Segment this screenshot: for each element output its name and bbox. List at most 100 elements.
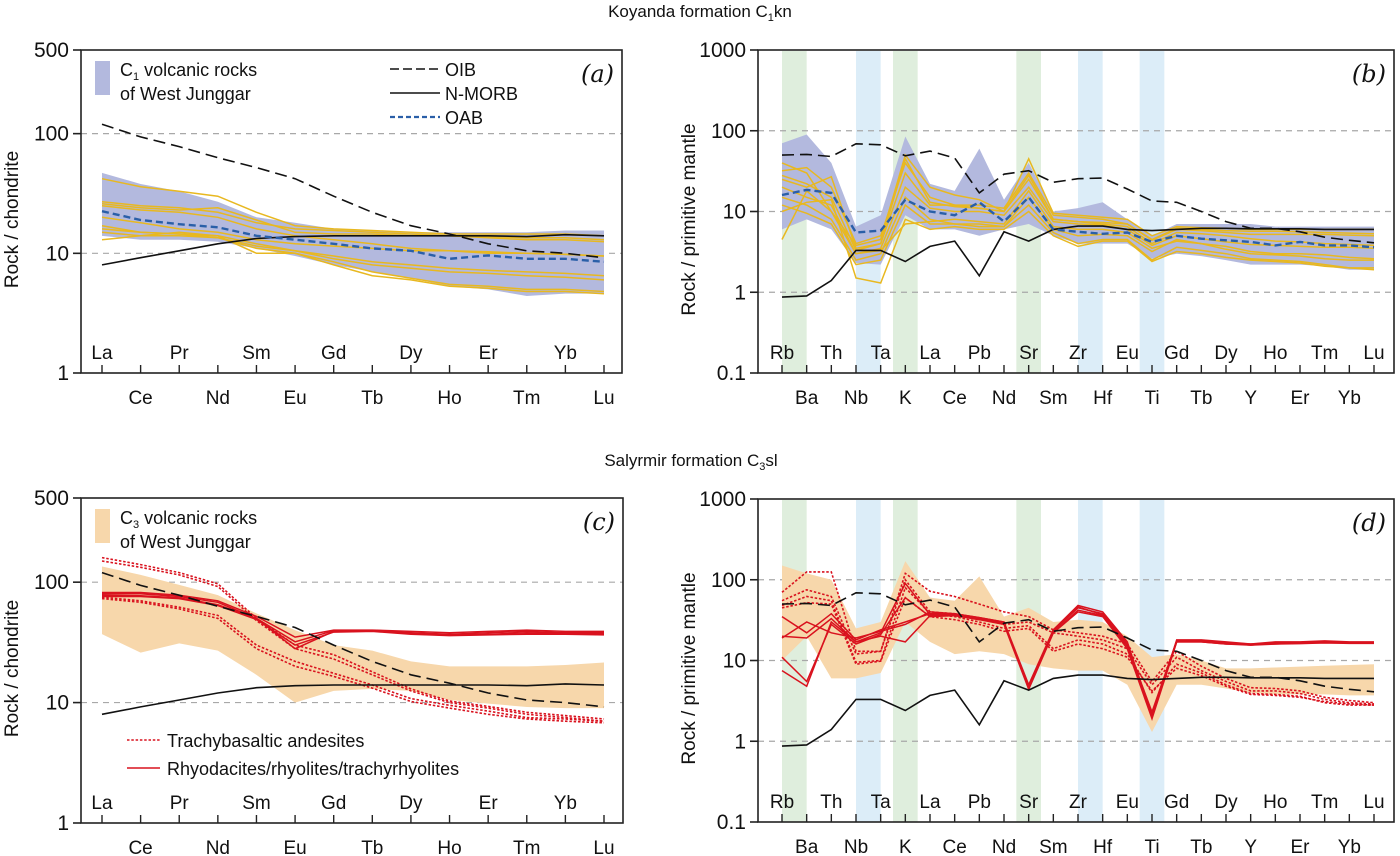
x-tick-label-ce: Ce xyxy=(943,388,967,409)
x-tick-label-ce: Ce xyxy=(128,388,152,409)
legend-nmorb-label: N-MORB xyxy=(445,84,518,104)
nmorb-line xyxy=(781,674,1374,747)
x-tick-label-nd: Nd xyxy=(992,837,1016,856)
x-tick-label-lu: Lu xyxy=(1363,792,1384,813)
x-tick-label-ba: Ba xyxy=(795,388,819,409)
x-tick-label-tb: Tb xyxy=(1190,837,1212,856)
y-tick-label: 10 xyxy=(46,242,69,265)
x-tick-label-yb: Yb xyxy=(1338,388,1361,409)
sample-line-s5 xyxy=(781,196,1374,261)
x-tick-label-pr: Pr xyxy=(170,793,190,814)
y-axis-label: Rock / chondrite xyxy=(2,151,23,288)
x-tick-label-tb: Tb xyxy=(1190,388,1212,409)
field-area xyxy=(782,561,1374,733)
y-tick-label: 0.1 xyxy=(717,362,746,385)
legend-field-label-line1: C3 volcanic rocks xyxy=(120,508,257,531)
y-tick-label: 1000 xyxy=(699,488,746,511)
field-area xyxy=(102,566,604,709)
sample-line-s2 xyxy=(781,161,1375,245)
legend-oib-label: OIB xyxy=(445,60,476,80)
y-tick-label: 500 xyxy=(34,39,69,62)
sample-line-s1 xyxy=(101,177,605,237)
sample-line-s8 xyxy=(101,231,605,293)
x-tick-label-ti: Ti xyxy=(1144,837,1159,856)
x-tick-label-tb: Tb xyxy=(361,838,383,856)
x-tick-label-nd: Nd xyxy=(992,388,1016,409)
sample-line-s7 xyxy=(781,198,1375,284)
legend-rhyodacites-label: Rhyodacites/rhyolites/trachyrhyolites xyxy=(167,759,459,779)
x-tick-label-tm: Tm xyxy=(513,388,540,409)
legend-field-label-line2: of West Junggar xyxy=(120,532,251,552)
x-tick-label-eu: Eu xyxy=(283,838,306,856)
x-tick-label-la: La xyxy=(91,343,113,364)
y-tick-label: 1 xyxy=(57,812,69,835)
y-tick-label: 1000 xyxy=(699,39,746,62)
x-tick-label-gd: Gd xyxy=(1164,343,1189,364)
x-tick-label-lu: Lu xyxy=(593,388,614,409)
x-tick-label-ba: Ba xyxy=(795,837,819,856)
trachybasaltic-line-t3 xyxy=(101,596,605,722)
y-axis-label: Rock / primitive mantle xyxy=(679,572,700,764)
x-tick-label-ta: Ta xyxy=(871,343,892,364)
x-tick-label-hf: Hf xyxy=(1093,837,1113,856)
x-tick-label-y: Y xyxy=(1244,837,1257,856)
trachybasaltic-line-t3 xyxy=(781,586,1374,706)
x-tick-label-ce: Ce xyxy=(943,837,967,856)
nmorb-line xyxy=(101,683,605,716)
x-tick-label-pb: Pb xyxy=(968,343,991,364)
x-tick-label-tb: Tb xyxy=(361,388,383,409)
legend-field-label-line2: of West Junggar xyxy=(120,84,251,104)
panel-label: (d) xyxy=(1352,509,1386,537)
x-tick-label-er: Er xyxy=(479,343,499,364)
x-tick-label-yb: Yb xyxy=(554,343,577,364)
rhyodacite-line-r4 xyxy=(781,611,1374,722)
nmorb-line xyxy=(101,233,605,266)
y-tick-label: 10 xyxy=(723,650,746,673)
x-tick-label-th: Th xyxy=(820,343,842,364)
x-tick-label-tm: Tm xyxy=(1311,343,1338,364)
plot-frame xyxy=(80,497,624,824)
plot-frame xyxy=(80,49,623,374)
x-tick-label-tm: Tm xyxy=(513,838,540,856)
y-axis-label: Rock / chondrite xyxy=(2,600,23,737)
sample-line-s2 xyxy=(101,200,605,241)
x-tick-label-ce: Ce xyxy=(128,838,152,856)
trachybasaltic-line-t4 xyxy=(781,596,1375,706)
legend-field-label-line1: C1 volcanic rocks xyxy=(120,60,257,83)
x-tick-label-la: La xyxy=(919,343,941,364)
x-tick-label-rb: Rb xyxy=(770,792,794,813)
x-tick-label-tm: Tm xyxy=(1311,792,1338,813)
y-tick-label: 500 xyxy=(34,487,69,510)
trachybasaltic-line-t2 xyxy=(101,560,605,722)
x-tick-label-ho: Ho xyxy=(1263,792,1287,813)
x-tick-label-dy: Dy xyxy=(399,343,423,364)
x-tick-label-ti: Ti xyxy=(1144,388,1159,409)
y-tick-label: 100 xyxy=(34,123,69,146)
rhyodacite-line-r5 xyxy=(781,606,1374,715)
x-tick-label-dy: Dy xyxy=(1214,792,1238,813)
y-tick-label: 1 xyxy=(57,362,69,385)
x-tick-label-gd: Gd xyxy=(321,343,346,364)
x-tick-label-ta: Ta xyxy=(871,792,892,813)
x-tick-label-y: Y xyxy=(1244,388,1257,409)
x-tick-label-nb: Nb xyxy=(844,837,868,856)
panel-c: 1 10 100 500 Rock / chondrite La Ce Pr Nd Sm Eu Gd T… xyxy=(2,487,624,856)
oib-line xyxy=(781,142,1375,244)
title-koyanda: Koyanda formation C1kn xyxy=(608,2,792,24)
nmorb-line xyxy=(781,225,1374,298)
x-tick-label-pr: Pr xyxy=(170,343,190,364)
legend-field-swatch xyxy=(95,61,110,95)
sample-line-s9 xyxy=(101,231,605,295)
y-tick-label: 0.1 xyxy=(717,811,746,834)
panel-b: 0.1 1 10 100 1000 Rock / primitive mantle Rb Ba… xyxy=(679,39,1395,409)
x-tick-label-zr: Zr xyxy=(1069,792,1088,813)
x-tick-label-ho: Ho xyxy=(1263,343,1287,364)
x-tick-label-nd: Nd xyxy=(206,838,230,856)
x-tick-label-yb: Yb xyxy=(554,793,577,814)
sample-line-s6 xyxy=(781,203,1374,269)
x-tick-label-hf: Hf xyxy=(1093,388,1113,409)
y-tick-label: 10 xyxy=(46,692,69,715)
x-tick-label-ho: Ho xyxy=(437,838,461,856)
oab-line xyxy=(781,188,1375,249)
x-tick-label-zr: Zr xyxy=(1069,343,1088,364)
